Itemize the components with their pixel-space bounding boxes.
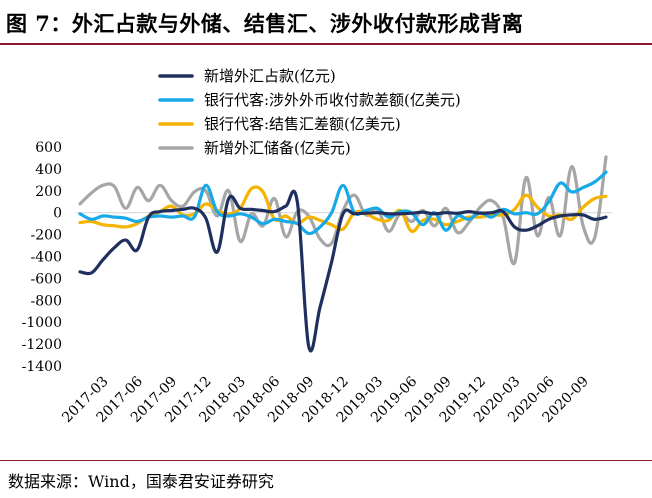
y-tick-label: -800 bbox=[31, 293, 62, 309]
series-line-3 bbox=[78, 185, 608, 234]
y-tick-label: -1000 bbox=[22, 315, 62, 331]
y-tick-label: -400 bbox=[31, 250, 62, 266]
legend-label-4: 新增外汇储备(亿美元) bbox=[204, 139, 351, 157]
chart-legend: 新增外汇占款(亿元) 银行代客:涉外外币收付款差额(亿美元) 银行代客:结售汇差额(… bbox=[158, 67, 461, 157]
y-tick-label: 400 bbox=[35, 162, 62, 178]
source-note: 数据来源：Wind，国泰君安证券研究 bbox=[8, 472, 274, 491]
title-divider bbox=[0, 43, 652, 45]
legend-label-1: 新增外汇占款(亿元) bbox=[204, 67, 336, 85]
y-tick-label: -1200 bbox=[22, 337, 62, 353]
legend-label-3: 银行代客:结售汇差额(亿美元) bbox=[204, 115, 401, 133]
page-title: 图 7：外汇占款与外储、结售汇、涉外收付款形成背离 bbox=[6, 11, 524, 36]
y-tick-label: 200 bbox=[35, 184, 62, 200]
y-axis: 600 400 200 0 -200 -400 -600 -800 -1000 -1200 -140… bbox=[22, 140, 62, 375]
y-tick-label: 0 bbox=[53, 206, 62, 222]
line-chart: 新增外汇占款(亿元) 银行代客:涉外外币收付款差额(亿美元) 银行代客:结售汇差额(… bbox=[22, 67, 612, 426]
legend-label-2: 银行代客:涉外外币收付款差额(亿美元) bbox=[204, 91, 461, 109]
title-bar: 图 7：外汇占款与外储、结售汇、涉外收付款形成背离 bbox=[0, 0, 652, 45]
chart-area: 新增外汇占款(亿元) 银行代客:涉外外币收付款差额(亿美元) 银行代客:结售汇差额(… bbox=[0, 46, 652, 456]
footer-divider bbox=[0, 460, 652, 461]
series-line-2 bbox=[78, 170, 608, 236]
y-tick-label: -600 bbox=[31, 271, 62, 287]
series-line-4 bbox=[78, 155, 608, 266]
series-line-1 bbox=[78, 189, 608, 353]
series-lines bbox=[78, 155, 608, 353]
y-tick-label: 600 bbox=[35, 140, 62, 156]
y-tick-label: -1400 bbox=[22, 359, 62, 375]
y-tick-label: -200 bbox=[31, 228, 62, 244]
